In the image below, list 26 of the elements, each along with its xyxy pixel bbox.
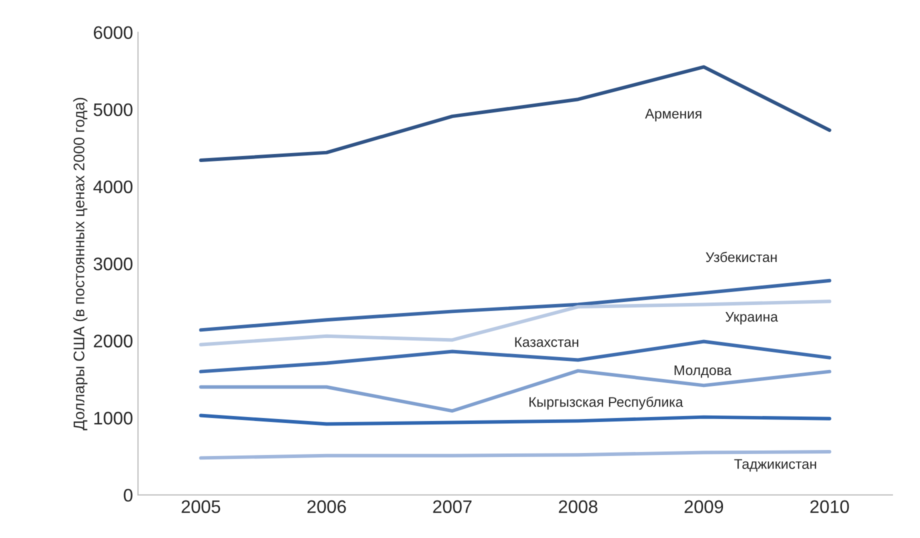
- x-tick-label: 2007: [433, 500, 472, 514]
- y-tick-label: 0: [124, 488, 132, 502]
- y-tick-label: 1000: [94, 412, 132, 425]
- line-series: [199, 300, 832, 346]
- series-label: Таджикистан: [734, 459, 816, 472]
- series-label: Молдова: [674, 365, 732, 378]
- line-series: [199, 65, 832, 162]
- series-label: Узбекистан: [706, 252, 777, 262]
- x-tick-label: 2010: [810, 500, 849, 514]
- x-tick-label: 2009: [684, 500, 724, 514]
- series-label: Армения: [645, 108, 702, 122]
- x-tick-label: 2008: [558, 500, 598, 514]
- y-axis-title: Доллары США (в постоянных ценах 2000 года): [73, 98, 88, 430]
- line-series: [199, 278, 832, 332]
- x-tick-label: 2006: [307, 500, 346, 514]
- series-label: Кыргызская Республика: [529, 396, 684, 410]
- y-tick-label: 5000: [94, 103, 132, 116]
- line-series: [199, 450, 832, 460]
- series-label: Казахстан: [515, 337, 578, 347]
- line-series: [199, 414, 832, 426]
- y-tick-label: 3000: [94, 258, 132, 270]
- y-tick-label: 4000: [93, 180, 132, 194]
- series-label: Украина: [726, 312, 778, 324]
- y-tick-label: 6000: [94, 26, 132, 39]
- x-tick-label: 2005: [182, 500, 220, 514]
- y-tick-label: 2000: [94, 334, 132, 348]
